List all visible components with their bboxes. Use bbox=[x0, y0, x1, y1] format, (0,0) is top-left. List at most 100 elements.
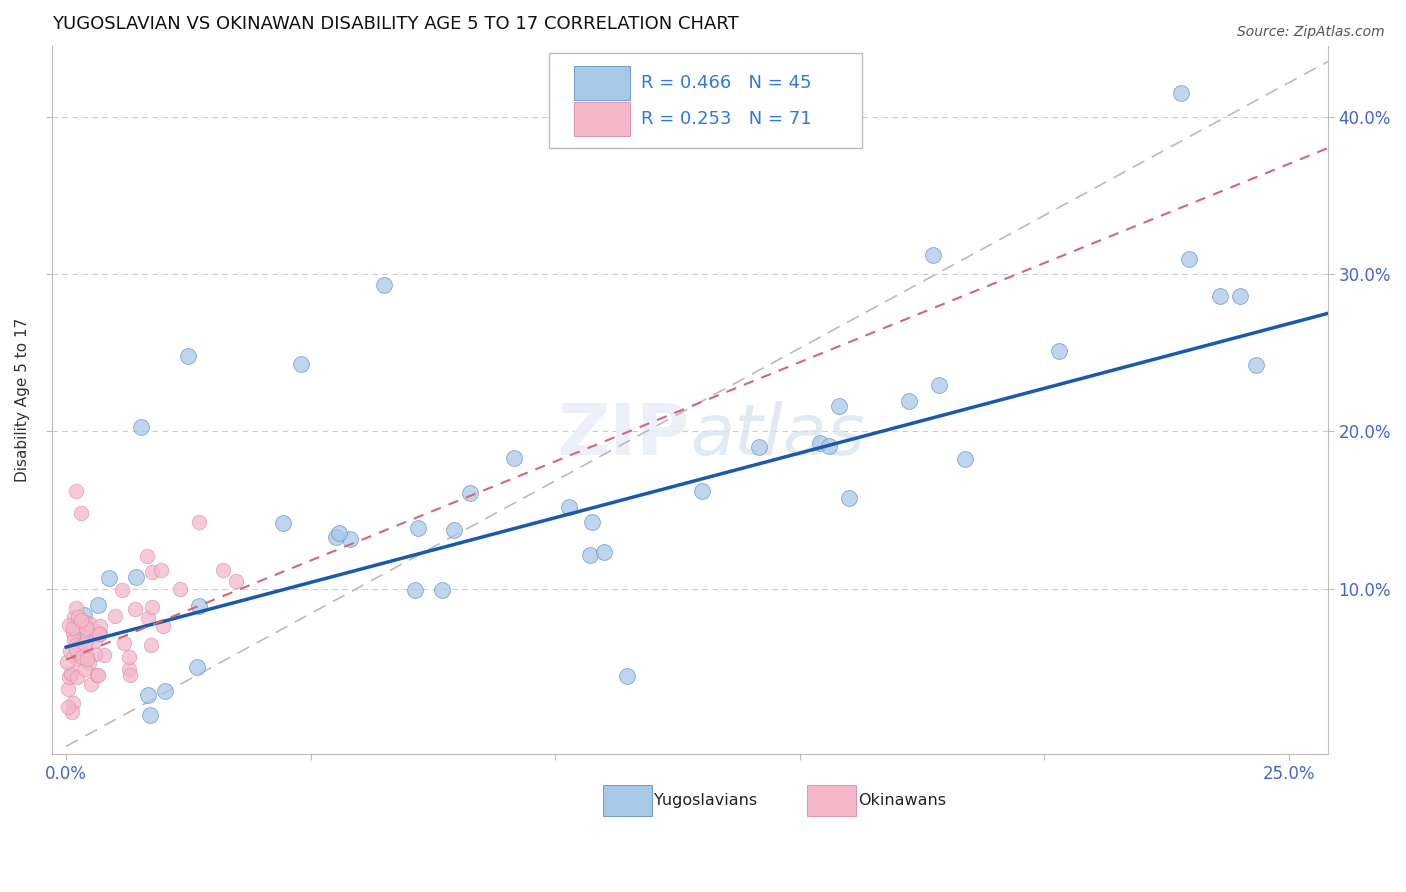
Text: R = 0.466   N = 45: R = 0.466 N = 45 bbox=[641, 73, 811, 92]
Point bbox=[70, 506, 93, 520]
Point bbox=[76, 652, 98, 666]
Point bbox=[153, 683, 176, 698]
Point bbox=[120, 668, 142, 682]
Point bbox=[124, 602, 146, 616]
Point bbox=[70, 613, 93, 627]
Point bbox=[177, 349, 200, 363]
Point bbox=[1170, 86, 1192, 100]
Point bbox=[89, 619, 111, 633]
Point bbox=[186, 660, 208, 674]
Point bbox=[65, 484, 87, 499]
Point bbox=[404, 582, 426, 597]
Point bbox=[69, 629, 91, 643]
Point bbox=[136, 688, 159, 702]
Point bbox=[58, 670, 80, 684]
Point bbox=[89, 626, 111, 640]
Point bbox=[579, 548, 602, 562]
Point bbox=[922, 248, 945, 262]
Point bbox=[443, 523, 465, 537]
Point bbox=[69, 643, 91, 657]
FancyBboxPatch shape bbox=[550, 53, 862, 148]
Point bbox=[581, 515, 603, 529]
Point bbox=[112, 635, 135, 649]
Point bbox=[55, 655, 77, 669]
Point bbox=[955, 452, 977, 467]
Point bbox=[63, 618, 86, 632]
Point bbox=[838, 491, 860, 505]
Point bbox=[1178, 252, 1201, 266]
Point bbox=[593, 545, 616, 559]
Point bbox=[139, 707, 162, 722]
Point bbox=[67, 639, 90, 653]
Point bbox=[748, 440, 770, 454]
Point bbox=[75, 621, 97, 635]
Point bbox=[141, 565, 163, 579]
Point bbox=[828, 399, 851, 413]
Point bbox=[65, 601, 87, 615]
Point bbox=[558, 500, 581, 514]
Point bbox=[60, 705, 83, 719]
Text: Okinawans: Okinawans bbox=[858, 793, 946, 808]
Point bbox=[63, 632, 86, 647]
FancyBboxPatch shape bbox=[574, 103, 630, 136]
Point bbox=[86, 668, 108, 682]
Point bbox=[79, 656, 101, 670]
Point bbox=[373, 277, 395, 292]
FancyBboxPatch shape bbox=[574, 65, 630, 100]
Point bbox=[84, 647, 107, 661]
Point bbox=[271, 516, 294, 530]
Point bbox=[690, 484, 713, 499]
Text: YUGOSLAVIAN VS OKINAWAN DISABILITY AGE 5 TO 17 CORRELATION CHART: YUGOSLAVIAN VS OKINAWAN DISABILITY AGE 5… bbox=[52, 15, 738, 33]
Point bbox=[67, 610, 90, 624]
Text: atlas: atlas bbox=[690, 401, 865, 470]
Point bbox=[66, 670, 89, 684]
Point bbox=[212, 563, 235, 577]
Point bbox=[76, 649, 98, 664]
Point bbox=[72, 607, 94, 622]
Point bbox=[56, 681, 79, 696]
Point bbox=[1209, 288, 1232, 302]
Point bbox=[70, 649, 93, 664]
Point bbox=[84, 634, 107, 648]
Text: Source: ZipAtlas.com: Source: ZipAtlas.com bbox=[1237, 25, 1385, 39]
Point bbox=[93, 648, 115, 662]
Point bbox=[62, 697, 84, 711]
Point bbox=[406, 521, 429, 535]
Point bbox=[136, 611, 159, 625]
Point bbox=[328, 525, 350, 540]
Point bbox=[89, 627, 111, 641]
Point bbox=[150, 563, 173, 577]
Text: Yugoslavians: Yugoslavians bbox=[654, 793, 758, 808]
Point bbox=[69, 639, 91, 653]
Point bbox=[76, 632, 98, 647]
Text: ZIP: ZIP bbox=[558, 401, 690, 470]
Point bbox=[58, 617, 80, 632]
Point bbox=[56, 700, 79, 714]
Point bbox=[290, 357, 312, 371]
Point bbox=[87, 668, 110, 682]
Point bbox=[808, 435, 831, 450]
Point bbox=[65, 642, 87, 657]
Point bbox=[86, 598, 108, 612]
Point bbox=[65, 642, 87, 657]
Point bbox=[111, 582, 134, 597]
Point bbox=[69, 645, 91, 659]
Point bbox=[897, 393, 920, 408]
Point bbox=[616, 669, 638, 683]
Point bbox=[118, 649, 141, 664]
FancyBboxPatch shape bbox=[807, 785, 856, 816]
Point bbox=[503, 450, 526, 465]
Point bbox=[124, 569, 146, 583]
Point bbox=[104, 608, 127, 623]
Point bbox=[1244, 358, 1267, 372]
Point bbox=[1229, 288, 1251, 302]
Point bbox=[65, 639, 87, 653]
Y-axis label: Disability Age 5 to 17: Disability Age 5 to 17 bbox=[15, 318, 30, 482]
Point bbox=[66, 645, 89, 659]
Point bbox=[169, 582, 191, 597]
Point bbox=[62, 625, 84, 640]
Point bbox=[129, 420, 152, 434]
Point bbox=[118, 662, 141, 676]
Point bbox=[59, 667, 82, 681]
Point bbox=[67, 643, 90, 657]
